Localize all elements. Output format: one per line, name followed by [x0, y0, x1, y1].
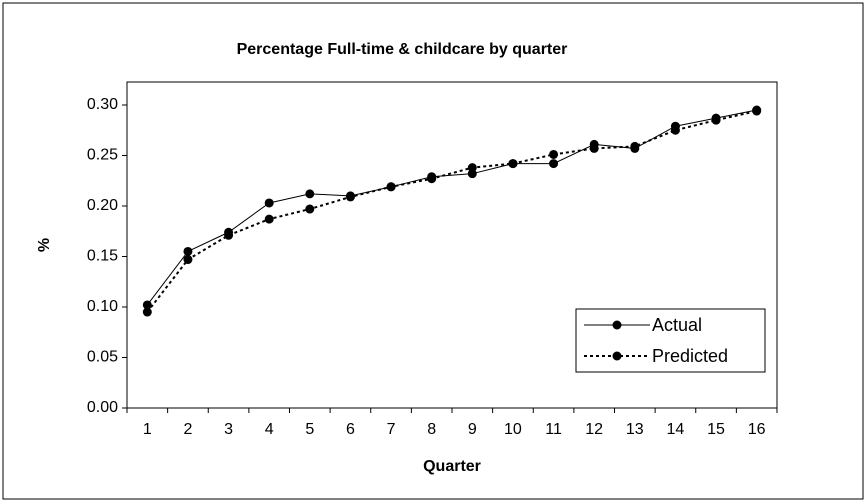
point [508, 159, 518, 169]
x-tick-label: 11 [545, 421, 562, 438]
legend-marker [612, 320, 622, 330]
x-tick-label: 15 [707, 421, 725, 438]
x-tick-label: 14 [667, 421, 685, 438]
point [711, 115, 721, 125]
x-tick-label: 4 [265, 421, 274, 438]
x-tick-label: 12 [585, 421, 603, 438]
y-tick-label: 0.10 [87, 298, 118, 315]
point [467, 163, 477, 173]
x-tick-label: 1 [143, 421, 152, 438]
y-tick-label: 0.15 [87, 248, 118, 265]
point [305, 189, 315, 199]
x-tick-label: 3 [224, 421, 233, 438]
chart-title: Percentage Full-time & childcare by quar… [237, 41, 568, 58]
x-tick-label: 5 [305, 421, 314, 438]
point [142, 300, 152, 310]
legend-marker [612, 351, 622, 361]
point [589, 143, 599, 153]
point [305, 204, 315, 214]
y-tick-label: 0.20 [87, 197, 118, 214]
y-tick-label: 0.25 [87, 147, 118, 164]
y-tick-label: 0.30 [87, 96, 118, 113]
x-tick-label: 8 [427, 421, 436, 438]
point [752, 106, 762, 116]
x-axis-label: Quarter [423, 458, 481, 475]
point [183, 246, 193, 256]
x-tick-label: 10 [504, 421, 522, 438]
point [670, 125, 680, 135]
point [224, 230, 234, 240]
point [549, 149, 559, 159]
x-tick-label: 6 [346, 421, 355, 438]
point [549, 159, 559, 169]
legend-box [575, 308, 766, 373]
point [345, 192, 355, 202]
point [183, 255, 193, 265]
y-axis-label: % [36, 238, 53, 252]
y-tick-label: 0.00 [87, 399, 118, 416]
x-tick-label: 2 [183, 421, 192, 438]
legend-label: Predicted [652, 346, 728, 366]
point [142, 307, 152, 317]
point [630, 141, 640, 151]
x-tick-label: 16 [748, 421, 766, 438]
y-tick-label: 0.05 [87, 349, 118, 366]
point [264, 214, 274, 224]
legend-label: Actual [652, 315, 702, 335]
point [386, 182, 396, 192]
x-tick-label: 13 [626, 421, 644, 438]
x-tick-label: 9 [468, 421, 477, 438]
series-line [146, 110, 757, 313]
point [264, 198, 274, 208]
x-tick-label: 7 [387, 421, 396, 438]
point [427, 174, 437, 184]
